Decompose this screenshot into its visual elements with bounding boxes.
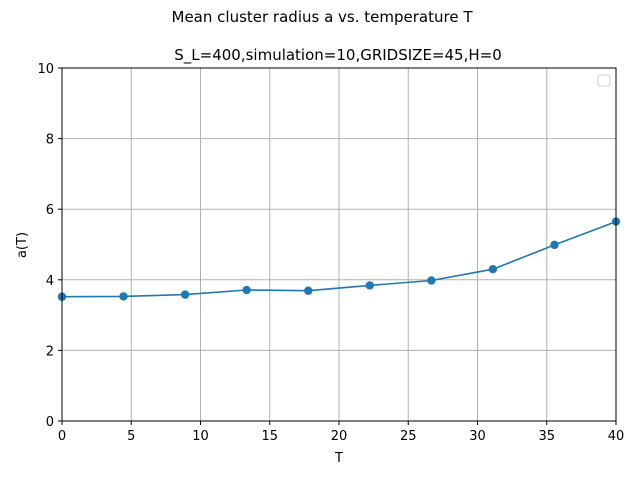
y-tick-label: 0 xyxy=(46,415,54,430)
y-tick-label: 2 xyxy=(46,344,54,359)
x-tick-label: 10 xyxy=(192,429,209,444)
figure-suptitle: Mean cluster radius a vs. temperature T xyxy=(172,8,474,26)
y-tick-label: 6 xyxy=(46,203,54,218)
legend xyxy=(597,74,611,87)
x-tick-label: 25 xyxy=(400,429,417,444)
x-tick-label: 35 xyxy=(538,429,555,444)
x-tick-label: 20 xyxy=(331,429,348,444)
x-axis-label: T xyxy=(334,451,343,466)
y-tick-label: 8 xyxy=(46,133,54,148)
data-point xyxy=(304,286,313,295)
data-point xyxy=(119,292,128,301)
data-point xyxy=(242,285,251,295)
series-layer xyxy=(57,217,621,301)
series-line xyxy=(61,220,617,298)
x-tick-label: 0 xyxy=(58,429,66,444)
data-point xyxy=(550,240,559,250)
data-point xyxy=(488,265,498,274)
ticks: 0 5 10 15 20 25 30 35 40 0 2 4 6 8 10 xyxy=(37,62,624,444)
x-tick-label: 5 xyxy=(127,429,135,444)
grid-lines xyxy=(61,67,617,422)
y-tick-label: 10 xyxy=(37,62,54,77)
data-point xyxy=(427,276,436,285)
x-tick-label: 30 xyxy=(469,429,486,444)
data-point xyxy=(365,281,374,290)
legend-box xyxy=(597,74,611,87)
data-point xyxy=(180,290,190,299)
axes-title: S_L=400,simulation=10,GRIDSIZE=45,H=0 xyxy=(174,46,502,65)
x-tick-label: 15 xyxy=(261,429,278,444)
y-tick-label: 4 xyxy=(46,274,54,289)
y-axis-label: a(T) xyxy=(15,232,30,258)
x-tick-label: 40 xyxy=(608,429,625,444)
